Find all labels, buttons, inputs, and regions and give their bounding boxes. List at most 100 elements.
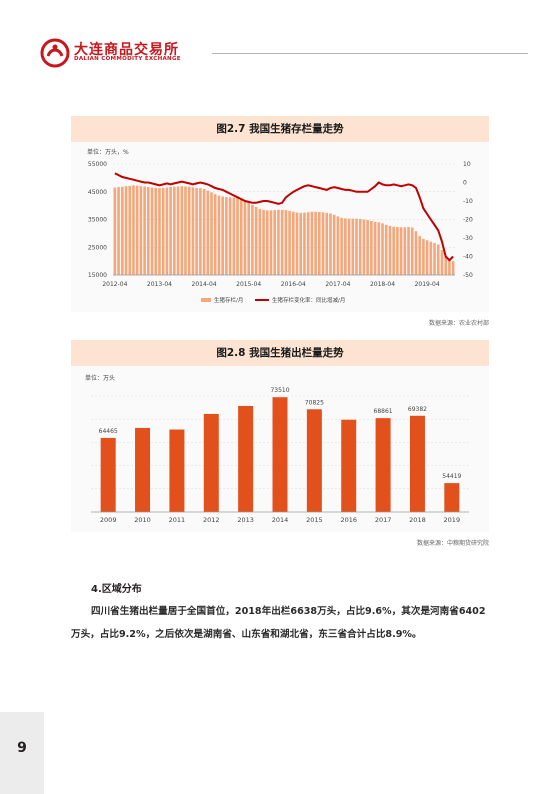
inventory-bar [217, 195, 221, 275]
inventory-bar [314, 211, 317, 275]
inventory-bar [247, 202, 250, 275]
inventory-bar [306, 212, 310, 275]
inventory-bar [329, 213, 332, 275]
x-tick-label: 2014-04 [192, 281, 217, 288]
x-tick-label: 2015-04 [236, 281, 261, 288]
x-tick-label: 2017 [375, 516, 392, 524]
inventory-bar [165, 187, 169, 275]
inventory-bar [407, 226, 410, 275]
inventory-bar [277, 209, 280, 275]
inventory-bar [396, 226, 399, 275]
inventory-bar [388, 225, 392, 275]
inventory-bar [425, 240, 429, 275]
inventory-bar [113, 187, 117, 275]
chart-source: 数据来源：中粮期货研究院 [416, 540, 489, 547]
x-tick-label: 2012-04 [102, 281, 127, 288]
inventory-bar [239, 199, 243, 275]
inventory-bar [147, 187, 150, 275]
inventory-bar [355, 218, 358, 275]
chart-source: 数据来源：农业农村部 [428, 320, 489, 327]
inventory-bar [373, 221, 377, 275]
y-right-tick-label: -30 [463, 235, 473, 242]
inventory-bar [332, 214, 336, 275]
y-right-tick-label: -50 [463, 272, 473, 279]
x-tick-label: 2013-04 [147, 281, 172, 288]
x-tick-label: 2011 [169, 516, 186, 524]
inventory-bar [344, 218, 347, 275]
y-left-tick-label: 55000 [88, 161, 107, 168]
inventory-bar [173, 186, 176, 275]
slaughter-bar [341, 419, 357, 512]
x-tick-label: 2015 [306, 516, 323, 524]
inventory-bar [303, 212, 306, 275]
y-right-tick-label: 10 [463, 161, 471, 168]
inventory-bar [392, 226, 395, 275]
x-tick-label: 2018 [409, 516, 426, 524]
legend-label: 生猪存栏/月 [214, 296, 243, 304]
inventory-bar [243, 200, 247, 275]
logo-chinese-name: 大连商品交易所 [74, 42, 179, 58]
data-label: 64465 [99, 428, 118, 435]
x-tick-label: 2016 [340, 516, 357, 524]
inventory-bar [444, 256, 448, 275]
inventory-bar [221, 196, 224, 275]
inventory-bar [139, 186, 143, 275]
inventory-bar [347, 218, 351, 275]
inventory-bar [384, 224, 388, 275]
chart-hog-inventory: 图2.7 我国生猪存栏量走势 单位：万头，% 15000 25000 35000 450… [71, 116, 489, 312]
inventory-bar [448, 259, 451, 275]
exchange-logo-icon [40, 38, 70, 68]
inventory-bar [436, 244, 440, 275]
inventory-bar [132, 185, 135, 275]
inventory-bar [213, 194, 217, 275]
slaughter-bar [135, 427, 151, 512]
inventory-bar [258, 208, 262, 275]
inventory-bar [187, 186, 191, 275]
inventory-bar [295, 212, 299, 275]
inventory-bar [362, 219, 366, 275]
x-tick-label: 2010 [134, 516, 151, 524]
chart-hog-slaughter: 图2.8 我国生猪出栏量走势 单位：万头 64465 2009 2010 2011 201… [71, 340, 489, 532]
inventory-bar [254, 207, 258, 275]
inventory-bar [228, 197, 232, 275]
inventory-bar [440, 250, 444, 275]
chart-title: 图2.7 我国生猪存栏量走势 [71, 116, 489, 142]
inventory-bar [381, 223, 384, 275]
inventory-bar [251, 204, 254, 275]
inventory-bar [336, 216, 340, 275]
inventory-bar [158, 188, 161, 275]
inventory-bar [414, 231, 418, 275]
chart-title: 图2.8 我国生猪出栏量走势 [71, 340, 489, 366]
slaughter-bar [238, 405, 254, 512]
inventory-bar [299, 212, 303, 275]
slaughter-bar [409, 415, 425, 512]
inventory-bar [180, 186, 184, 275]
inventory-bar [377, 222, 381, 275]
inventory-bar [225, 197, 228, 275]
legend-swatch-bar [201, 298, 211, 302]
inventory-bar [284, 210, 288, 275]
inventory-bar [236, 198, 239, 275]
inventory-bar [291, 211, 295, 275]
x-tick-label: 2009 [100, 516, 117, 524]
inventory-bar [143, 186, 146, 275]
x-tick-label: 2018-04 [370, 281, 395, 288]
y-right-tick-label: 0 [463, 180, 467, 187]
inventory-bar [206, 190, 210, 275]
slaughter-bar [203, 413, 219, 512]
inventory-bar [128, 185, 132, 275]
inventory-bar [150, 187, 154, 275]
inventory-bar [232, 197, 236, 275]
chart-hog-inventory-plot: 单位：万头，% 15000 25000 35000 45000 55000 10 0 -10 -2… [87, 148, 473, 304]
y-left-tick-label: 45000 [88, 189, 107, 196]
inventory-bar [310, 211, 314, 275]
inventory-bar [429, 241, 433, 275]
inventory-bar [451, 261, 455, 275]
inventory-bar [176, 186, 180, 275]
inventory-bar [288, 210, 291, 275]
x-tick-label: 2014 [272, 516, 289, 524]
data-label: 70825 [305, 399, 324, 406]
slaughter-bar [444, 483, 460, 512]
inventory-bar [120, 186, 124, 275]
inventory-bar [280, 209, 284, 275]
